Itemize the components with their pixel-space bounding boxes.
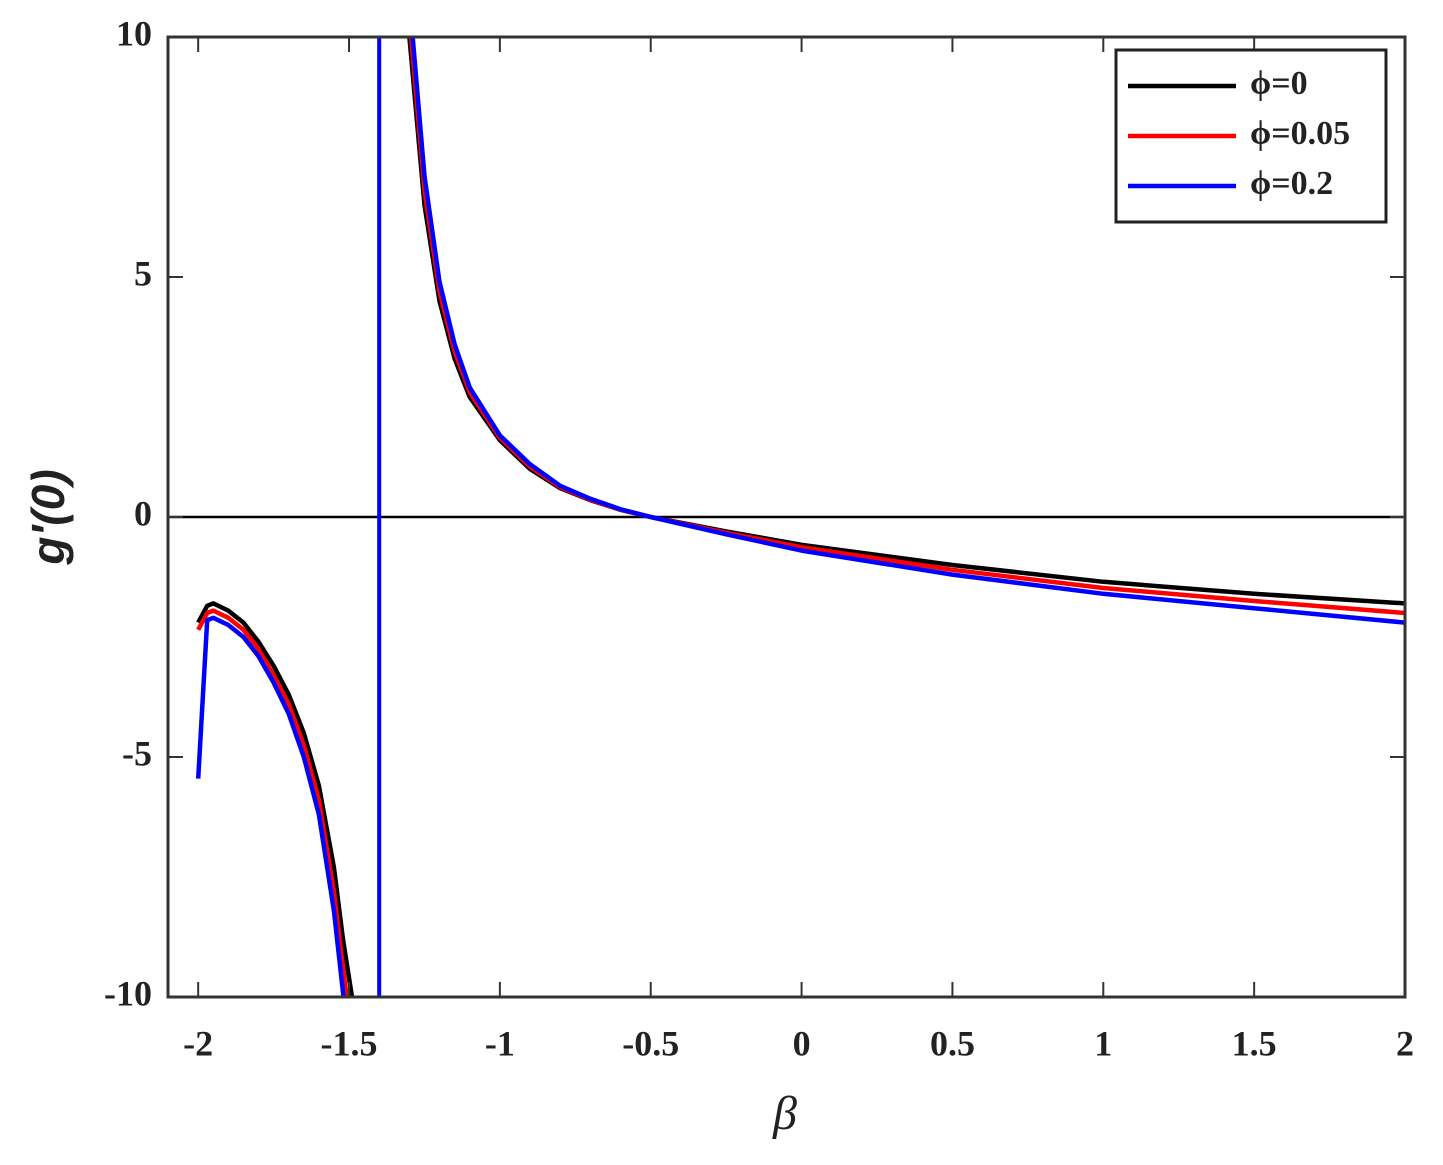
y-tick-label: -10 — [104, 973, 152, 1013]
x-tick-label: -0.5 — [622, 1023, 679, 1063]
x-tick-label: -1 — [485, 1023, 515, 1063]
x-tick-label: -2 — [183, 1023, 213, 1063]
x-tick-label: 1 — [1094, 1023, 1112, 1063]
plot-frame — [166, 35, 1407, 999]
y-tick-label: -5 — [122, 733, 152, 773]
legend-label: ϕ=0.05 — [1250, 115, 1350, 152]
x-tick-label: 2 — [1396, 1023, 1414, 1063]
y-tick-label: 10 — [116, 13, 152, 53]
plot-area — [168, 37, 1405, 997]
x-tick-label: -1.5 — [321, 1023, 378, 1063]
x-tick-label: 1.5 — [1232, 1023, 1277, 1063]
x-tick-label: 0.5 — [930, 1023, 975, 1063]
y-tick-label: 5 — [134, 253, 152, 293]
y-axis-label: g'(0) — [22, 469, 74, 565]
series-line — [195, 37, 1405, 997]
y-tick-label: 0 — [134, 493, 152, 533]
x-axis-label: β — [772, 1087, 797, 1140]
legend-label: ϕ=0 — [1250, 65, 1308, 102]
x-tick-label: 0 — [793, 1023, 811, 1063]
legend-label: ϕ=0.2 — [1250, 165, 1333, 202]
